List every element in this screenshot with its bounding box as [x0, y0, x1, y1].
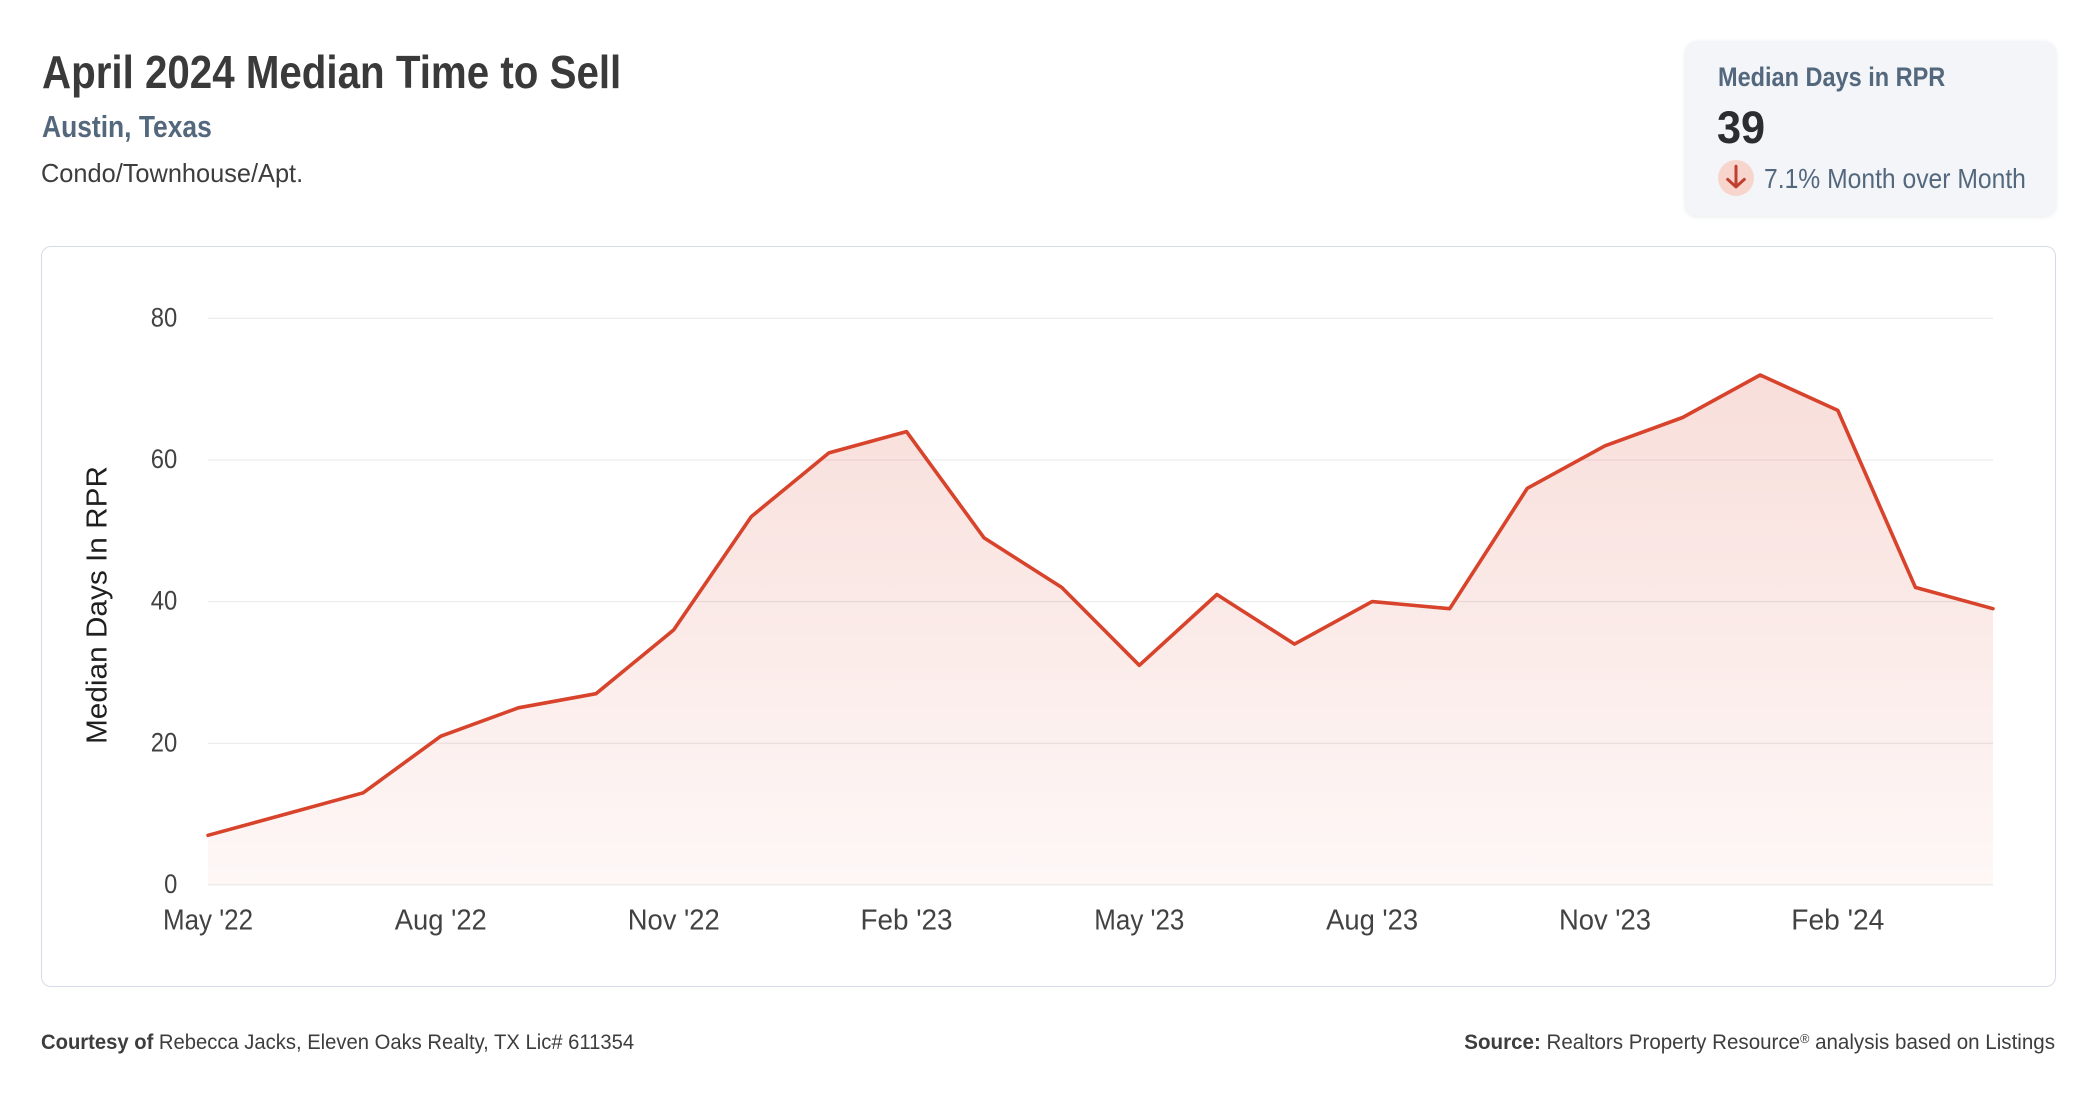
svg-text:20: 20: [151, 727, 178, 757]
svg-text:40: 40: [151, 586, 178, 616]
svg-text:Feb '23: Feb '23: [861, 905, 953, 937]
svg-text:May '23: May '23: [1094, 905, 1184, 937]
svg-text:Aug '22: Aug '22: [395, 905, 487, 937]
svg-text:Feb '24: Feb '24: [1791, 905, 1884, 937]
svg-text:Nov '22: Nov '22: [628, 905, 720, 937]
svg-text:0: 0: [164, 869, 177, 899]
svg-text:May '22: May '22: [163, 905, 253, 937]
svg-text:Median Days In RPR: Median Days In RPR: [82, 466, 114, 744]
svg-text:60: 60: [151, 444, 178, 474]
svg-text:Aug '23: Aug '23: [1326, 905, 1418, 937]
svg-text:Nov '23: Nov '23: [1559, 905, 1651, 937]
svg-text:80: 80: [151, 302, 178, 332]
